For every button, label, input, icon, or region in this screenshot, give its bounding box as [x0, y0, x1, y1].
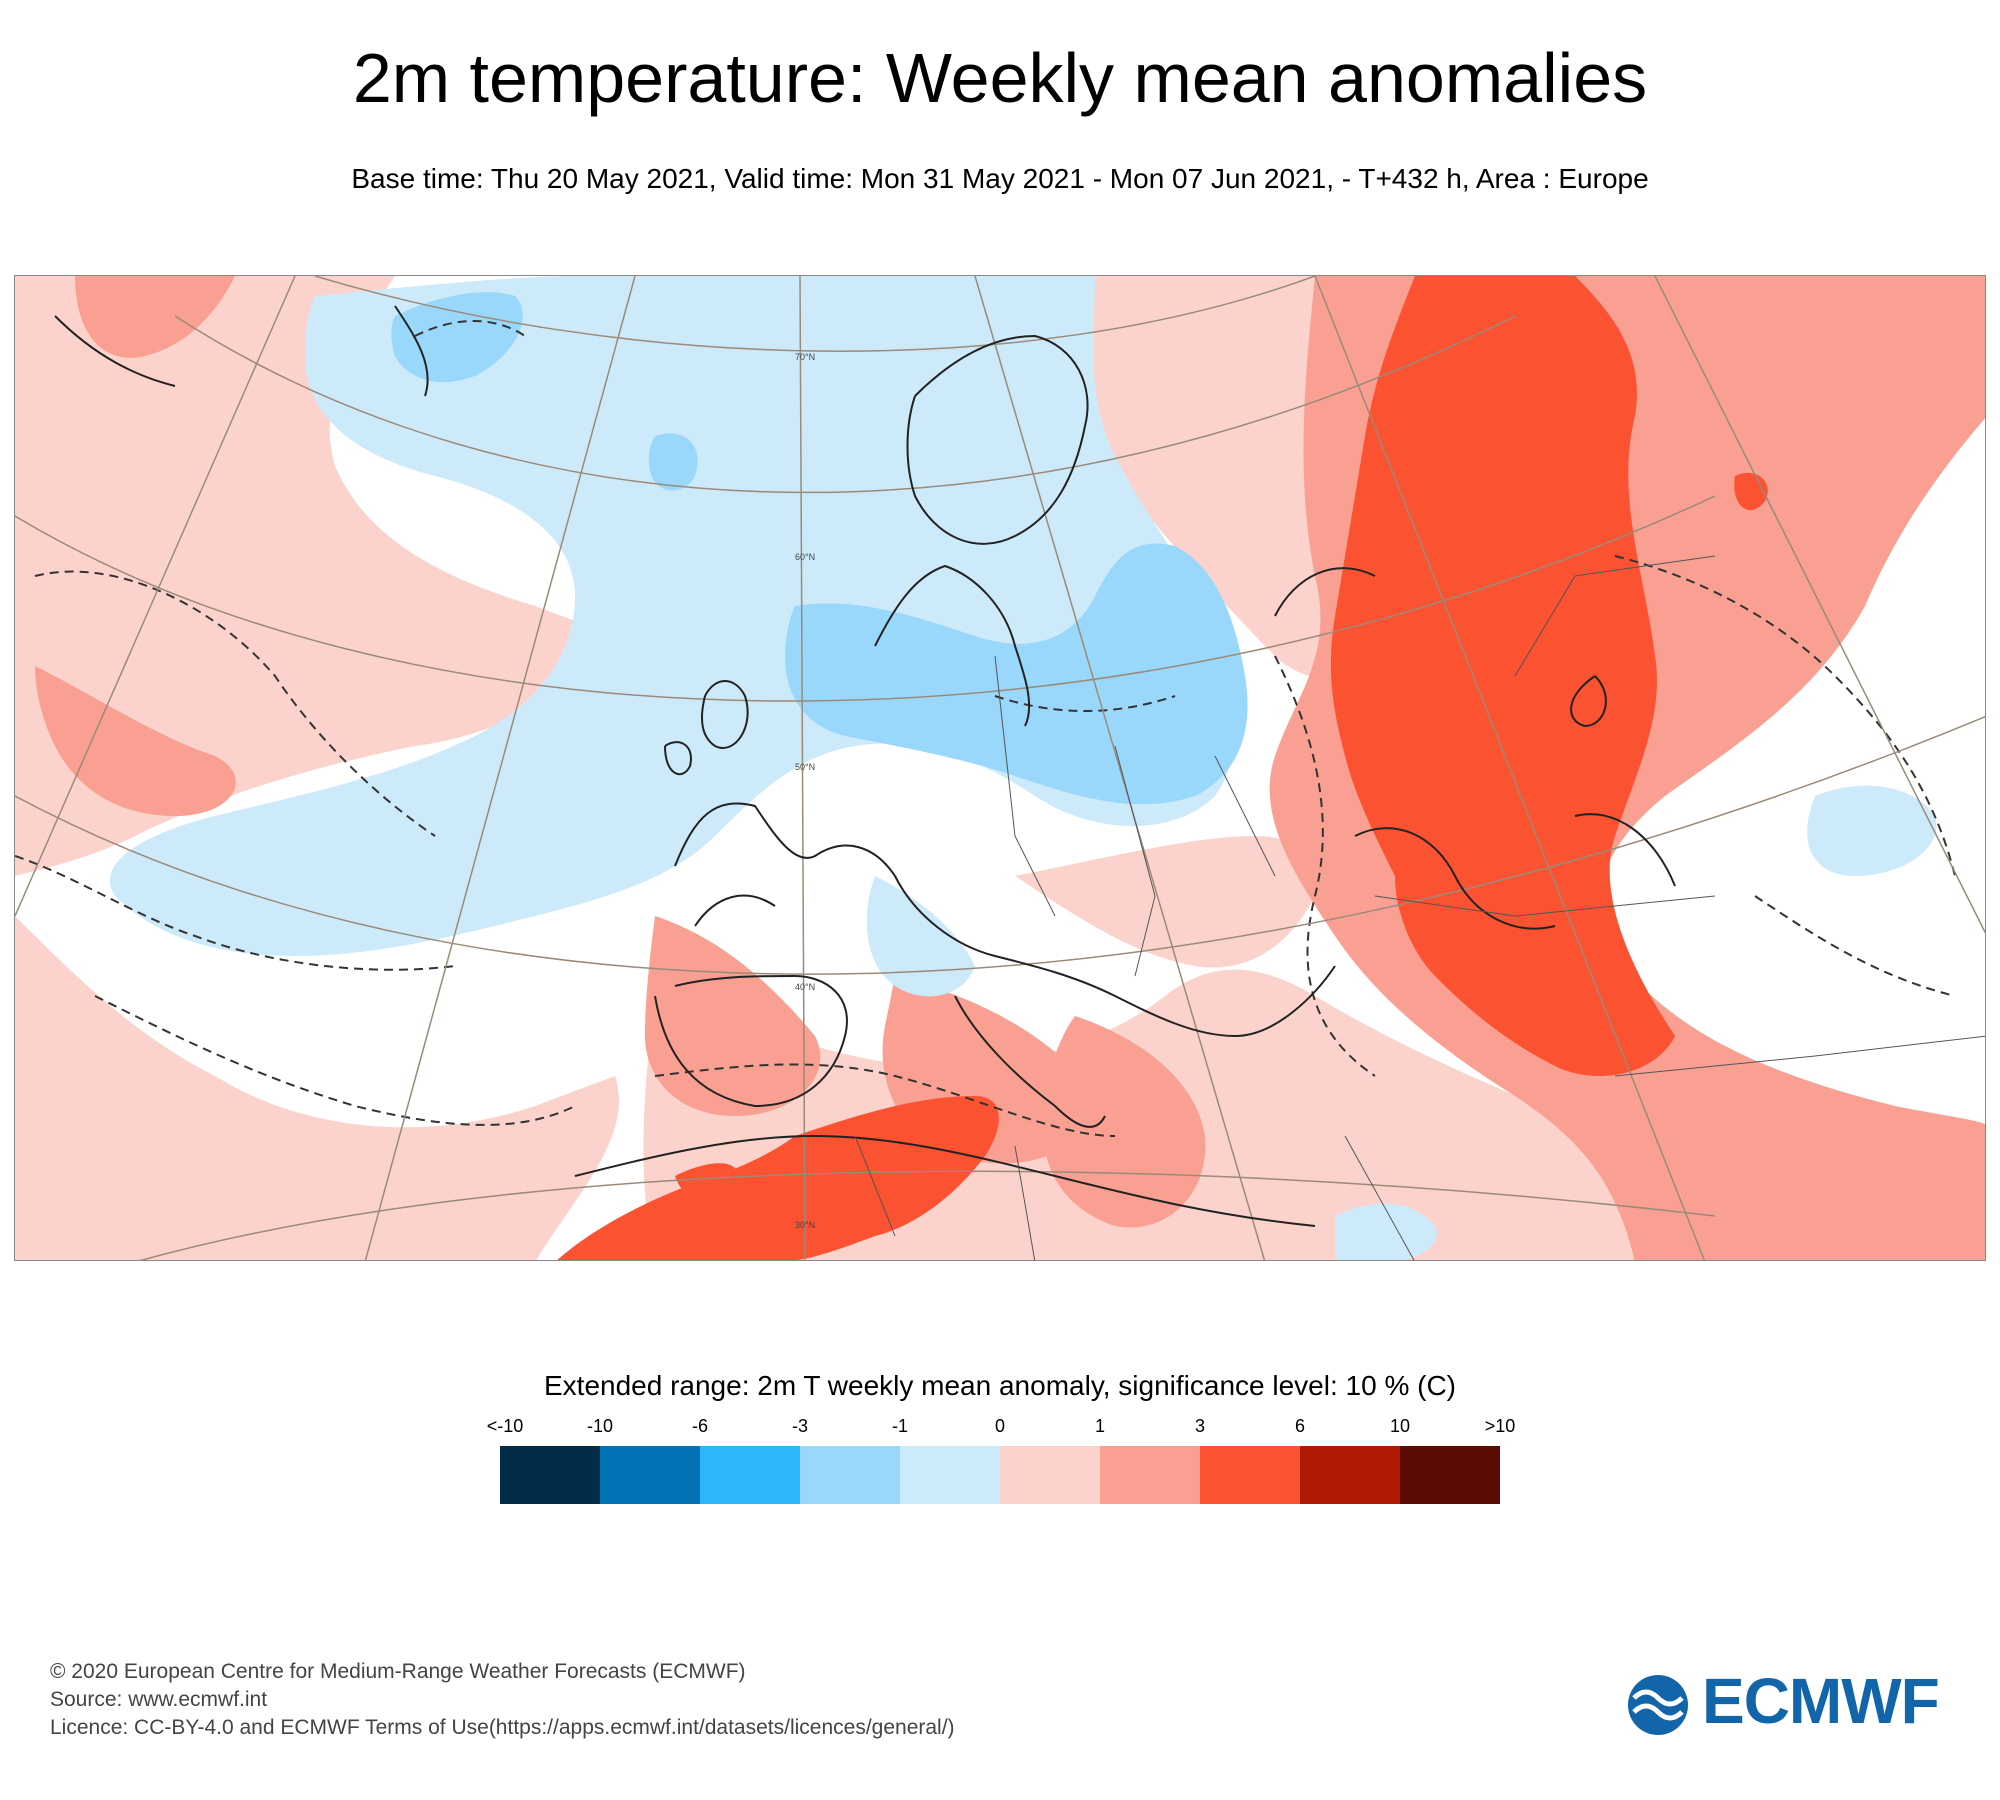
licence-line: Licence: CC-BY-4.0 and ECMWF Terms of Us… — [50, 1716, 955, 1739]
map-canvas: 70°N 60°N 50°N 40°N 30°N — [15, 276, 1985, 1260]
legend-tick: -10 — [586, 1416, 614, 1436]
latitude-labels: 70°N 60°N 50°N 40°N 30°N — [795, 352, 815, 1230]
legend-swatch — [800, 1446, 900, 1504]
legend-swatch — [1400, 1446, 1500, 1504]
legend-colorbar — [500, 1446, 1500, 1504]
legend-title: Extended range: 2m T weekly mean anomaly… — [543, 1370, 1456, 1401]
logo-text: ECMWF — [1702, 1665, 1940, 1737]
graticule — [15, 276, 1985, 1260]
legend-swatch — [1100, 1446, 1200, 1504]
legend-tick: 6 — [1294, 1416, 1306, 1436]
legend-tick: -1 — [891, 1416, 909, 1436]
copyright-line: © 2020 European Centre for Medium-Range … — [50, 1660, 746, 1683]
legend-swatch — [900, 1446, 1000, 1504]
source-line: Source: www.ecmwf.int — [50, 1688, 268, 1711]
legend-tick: -6 — [691, 1416, 709, 1436]
coastlines — [54, 305, 1676, 1227]
chart-title: 2m temperature: Weekly mean anomalies — [352, 39, 1648, 117]
footer-credits: © 2020 European Centre for Medium-Range … — [50, 1658, 955, 1742]
country-borders — [854, 555, 1985, 1260]
lat-label: 30°N — [795, 1220, 815, 1230]
legend-swatch — [1200, 1446, 1300, 1504]
legend-swatch — [700, 1446, 800, 1504]
legend-swatch — [1300, 1446, 1400, 1504]
legend-tick: 10 — [1389, 1416, 1411, 1436]
legend-swatch — [600, 1446, 700, 1504]
lat-label: 50°N — [795, 762, 815, 772]
ecmwf-logo-icon — [1628, 1675, 1688, 1735]
legend-tick: 1 — [1094, 1416, 1106, 1436]
legend-tick: >10 — [1484, 1416, 1516, 1436]
cool-moderate-regions — [391, 292, 1248, 805]
anomaly-map: 70°N 60°N 50°N 40°N 30°N — [14, 275, 1986, 1261]
legend-swatch — [500, 1446, 600, 1504]
cool-weak-regions — [109, 276, 1937, 1260]
legend-tick: 0 — [994, 1416, 1006, 1436]
chart-subtitle: Base time: Thu 20 May 2021, Valid time: … — [351, 163, 1649, 194]
significance-contours — [15, 320, 1956, 1137]
legend-tick: <-10 — [486, 1416, 524, 1436]
lat-label: 40°N — [795, 982, 815, 992]
legend-swatch — [1000, 1446, 1100, 1504]
legend-tick: -3 — [791, 1416, 809, 1436]
legend-tick: 3 — [1194, 1416, 1206, 1436]
lat-label: 60°N — [795, 552, 815, 562]
lat-label: 70°N — [795, 352, 815, 362]
